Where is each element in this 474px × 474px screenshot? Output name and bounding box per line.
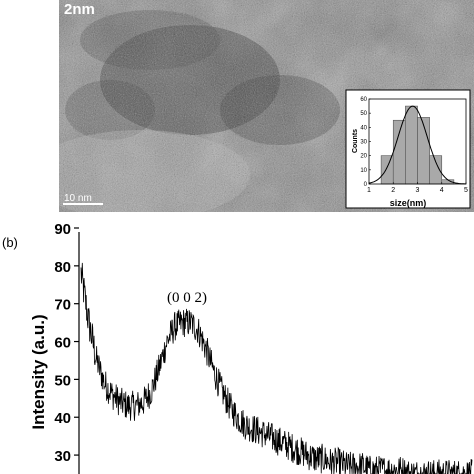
ytick-label: 40 [54, 410, 71, 427]
inset-ytick-label: 60 [360, 97, 367, 103]
magnification-label: 2nm [64, 1, 95, 18]
y-axis-label: Intensity (a.u.) [29, 314, 48, 429]
scale-bar-label: 10 nm [64, 193, 92, 204]
inset-xtick-label: 4 [440, 187, 444, 194]
panel-b-label: (b) [2, 235, 18, 250]
histogram-bar [392, 119, 406, 185]
histogram-bar [380, 155, 394, 185]
gaussian-fit-curve [368, 105, 466, 185]
inset-ytick-label: 10 [360, 168, 367, 174]
tem-image-panel: 2nm 10 nm 0 10 20 30 40 50 60 1 2 3 4 5 Counts size… [59, 0, 474, 212]
inset-xtick-label: 2 [391, 187, 395, 194]
xrd-chart-panel: (b) Intensity (a.u.) 30 40 50 60 70 80 90 (0 0… [2, 221, 473, 474]
histogram-bar [417, 117, 430, 185]
inset-ytick-label: 0 [364, 182, 368, 188]
inset-xtick-label: 5 [464, 187, 468, 194]
inset-ytick-label: 20 [360, 154, 367, 160]
ytick-label: 50 [54, 372, 71, 389]
peak-annotation: (0 0 2) [167, 290, 207, 306]
ytick-label: 90 [54, 221, 71, 238]
ytick-label: 80 [54, 259, 71, 276]
inset-ytick-label: 50 [360, 111, 367, 117]
inset-ytick-label: 30 [360, 140, 367, 146]
histogram-bar [405, 105, 418, 185]
inset-xtick-label: 3 [416, 187, 420, 194]
ytick-label: 60 [54, 335, 71, 352]
inset-xtick-label: 1 [367, 187, 371, 194]
ytick-label: 30 [54, 448, 71, 465]
inset-ytick-label: 40 [360, 125, 367, 131]
inset-xlabel: size(nm) [390, 198, 427, 208]
ytick-label: 70 [54, 297, 71, 314]
xrd-intensity-trace [80, 262, 473, 474]
inset-ylabel: Counts [352, 129, 359, 153]
size-histogram-inset: 0 10 20 30 40 50 60 1 2 3 4 5 Counts size(nm) [345, 89, 471, 209]
